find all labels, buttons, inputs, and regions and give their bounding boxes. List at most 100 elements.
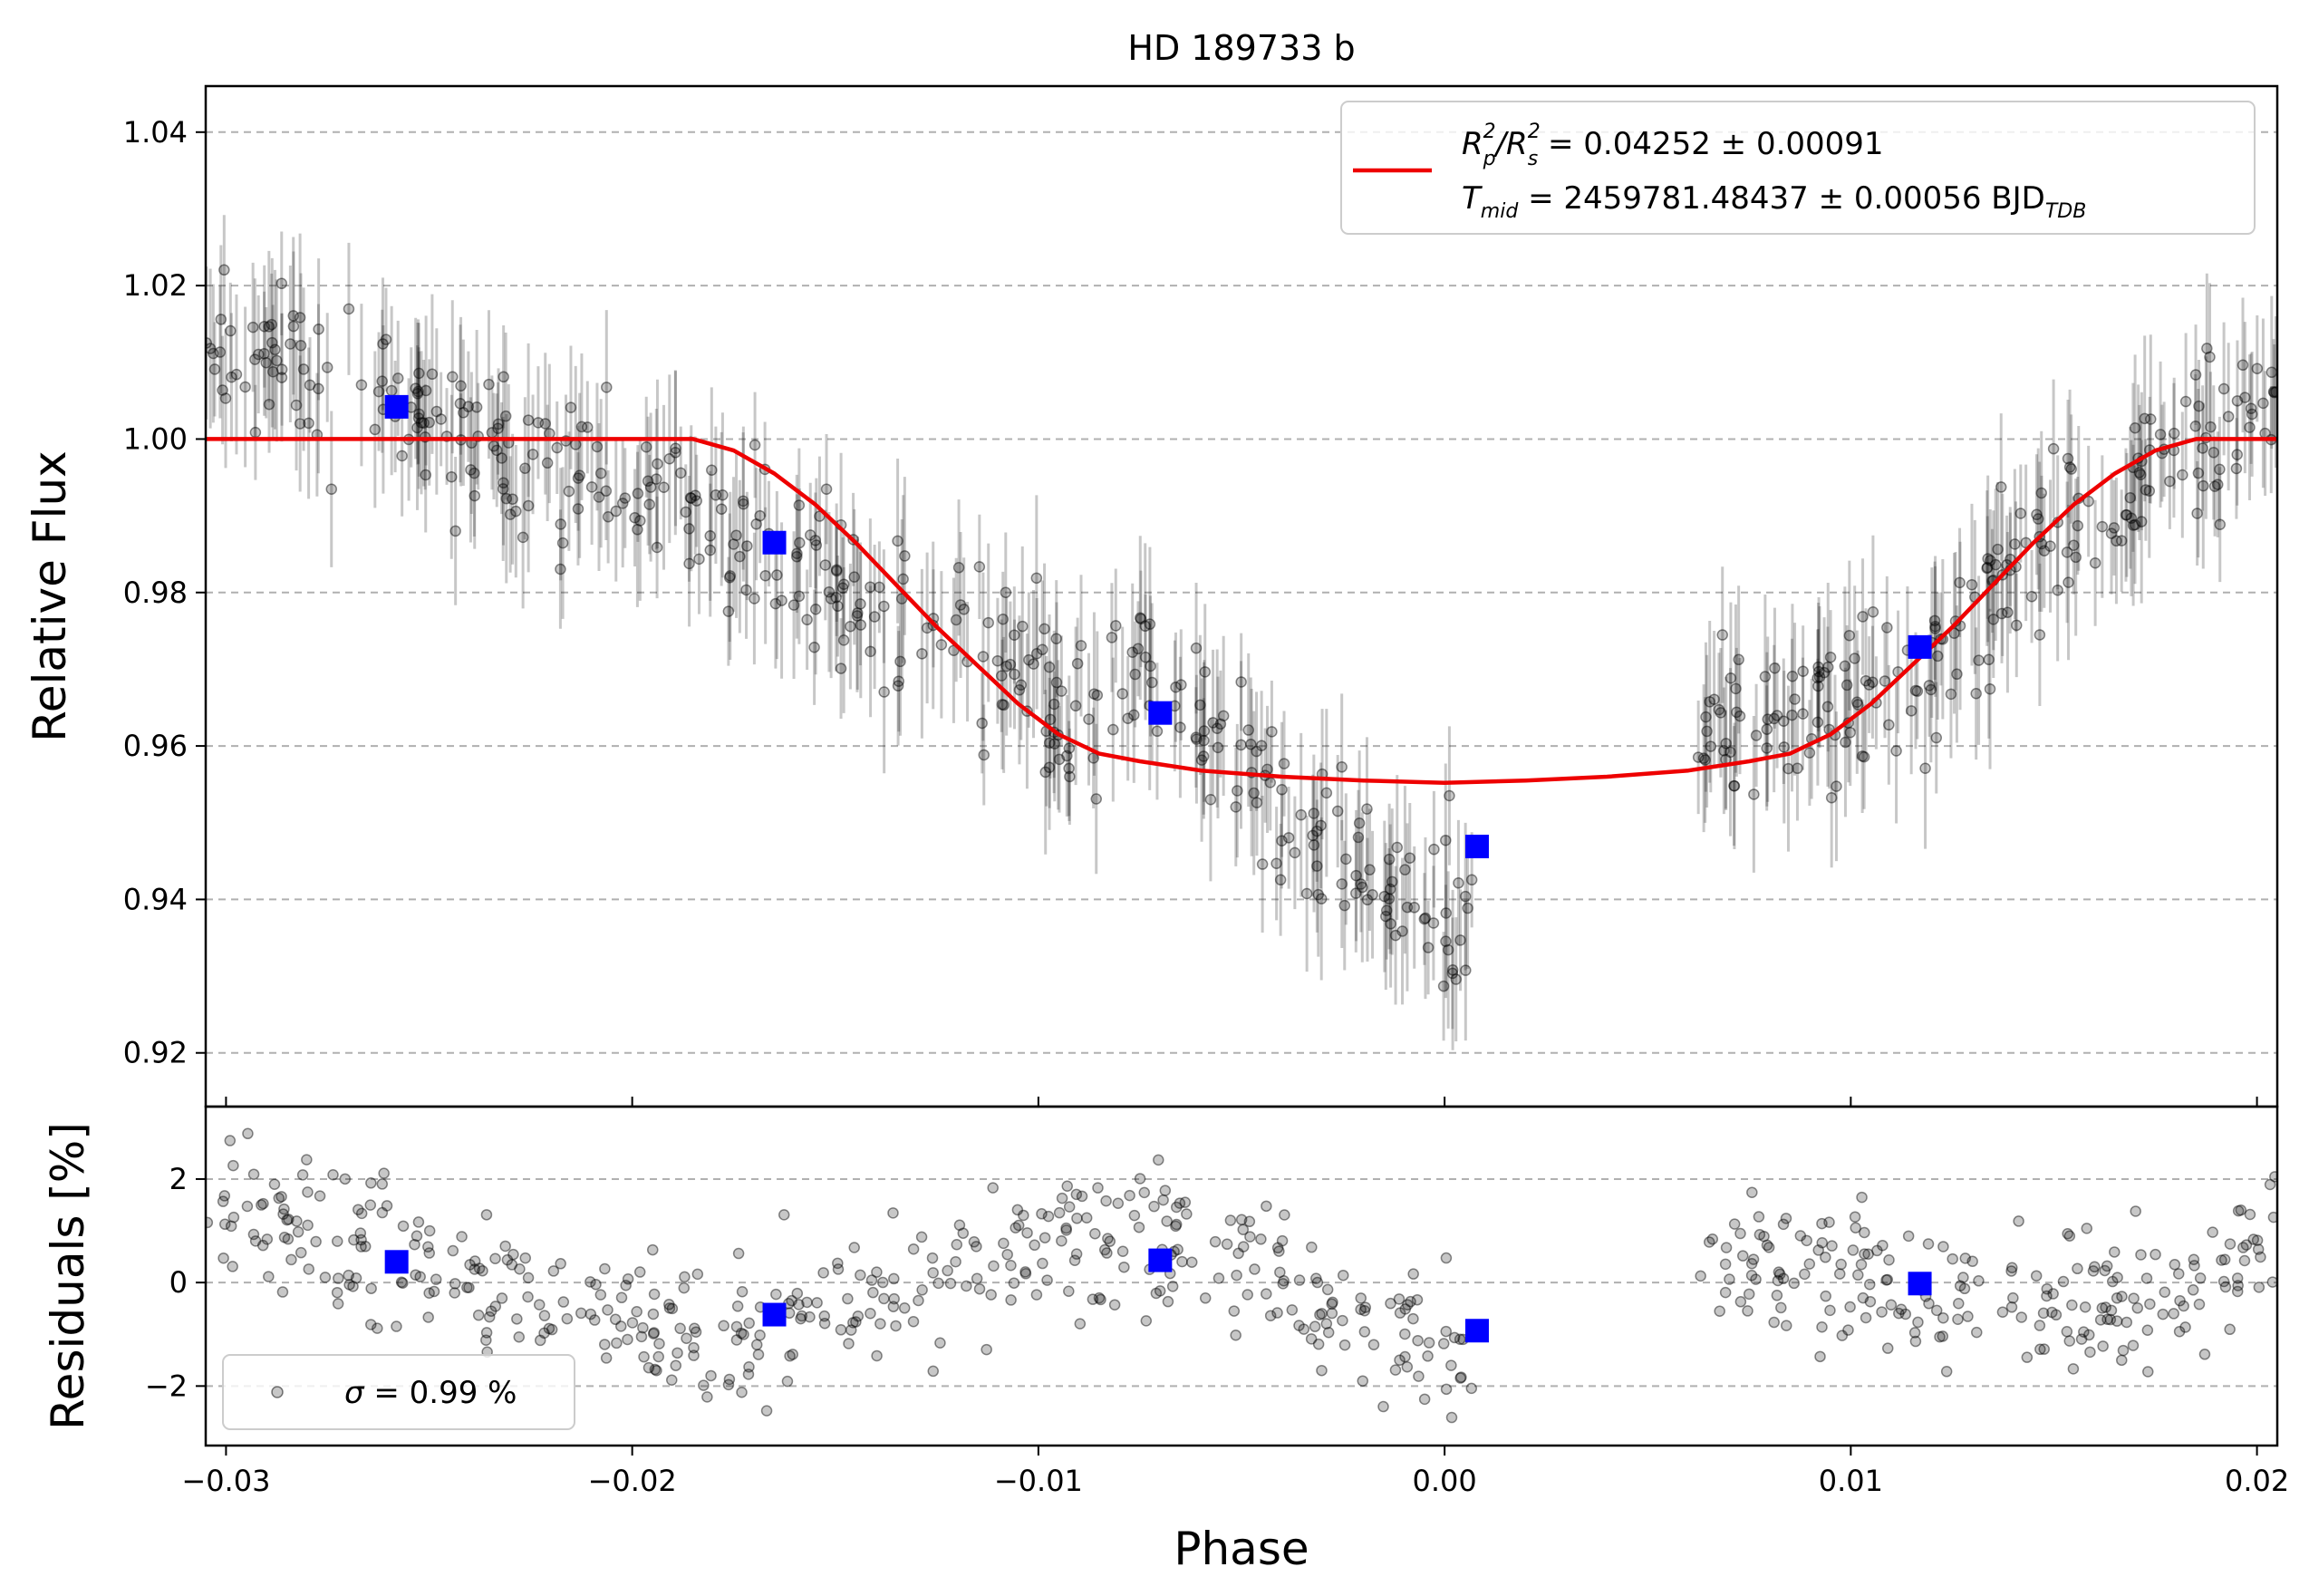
- data-point: [2178, 1300, 2189, 1312]
- data-point: [2208, 480, 2221, 492]
- data-point: [1087, 1293, 1099, 1305]
- data-point: [415, 417, 428, 429]
- data-point: [615, 1320, 627, 1332]
- data-point: [1112, 1197, 1125, 1209]
- data-point: [397, 1220, 410, 1233]
- data-point: [292, 1226, 304, 1238]
- data-point: [1750, 730, 1763, 741]
- data-point: [1151, 725, 1164, 738]
- data-point: [1704, 696, 1715, 708]
- data-point: [2025, 590, 2038, 603]
- binned-point: [384, 1250, 409, 1274]
- data-point: [543, 1322, 556, 1335]
- data-point: [1703, 1236, 1715, 1248]
- data-point: [1422, 942, 1435, 953]
- data-point: [365, 1282, 377, 1294]
- data-point: [1773, 1266, 1785, 1278]
- data-point: [1922, 1238, 1935, 1250]
- data-point: [691, 495, 702, 507]
- data-point: [2068, 539, 2080, 551]
- data-point: [1883, 1254, 1895, 1266]
- data-point: [343, 1269, 354, 1282]
- data-point: [263, 1271, 275, 1282]
- data-point: [743, 1361, 755, 1373]
- data-point: [1737, 1250, 1749, 1262]
- data-point: [294, 418, 306, 430]
- data-point: [1212, 1272, 1225, 1284]
- data-point: [353, 1204, 364, 1215]
- data-point: [1069, 700, 1082, 712]
- data-point: [663, 1302, 676, 1314]
- data-point: [648, 1327, 660, 1339]
- data-point: [1039, 1232, 1051, 1243]
- data-point: [1826, 1240, 1838, 1252]
- data-point: [932, 1277, 944, 1290]
- data-point: [1959, 1253, 1972, 1264]
- data-point: [572, 503, 584, 515]
- data-point: [2217, 382, 2230, 395]
- data-point: [225, 324, 237, 337]
- data-point: [1355, 1303, 1367, 1316]
- data-point: [1833, 1268, 1846, 1280]
- data-point: [271, 354, 283, 367]
- phase-x-label: Phase: [1174, 1523, 1309, 1575]
- data-point: [784, 1349, 796, 1362]
- data-point: [2125, 512, 2138, 524]
- data-point: [771, 569, 783, 581]
- data-point: [1816, 1321, 1828, 1333]
- data-point: [787, 1349, 798, 1360]
- data-point: [461, 1282, 473, 1293]
- data-point: [951, 1238, 963, 1251]
- data-point: [728, 538, 739, 550]
- data-point: [1090, 793, 1102, 805]
- data-point: [2232, 1204, 2245, 1217]
- data-point: [916, 648, 928, 660]
- data-point: [1731, 706, 1743, 719]
- data-point: [1816, 1236, 1828, 1249]
- data-point: [1256, 858, 1269, 870]
- data-point: [426, 368, 439, 381]
- data-point: [359, 1241, 372, 1253]
- data-point: [1075, 640, 1087, 652]
- data-point: [671, 1347, 683, 1359]
- data-point: [1455, 1371, 1467, 1383]
- data-point: [810, 539, 823, 551]
- data-point: [1407, 1268, 1419, 1280]
- legend-depth-value: = 0.04252 ± 0.00091: [1538, 126, 1883, 162]
- data-point: [693, 553, 705, 566]
- data-point: [1728, 779, 1741, 792]
- data-point: [1981, 562, 1993, 575]
- data-point: [2096, 1302, 2109, 1314]
- data-point: [449, 525, 461, 537]
- data-point: [469, 1263, 481, 1275]
- data-point: [1005, 1260, 1017, 1272]
- data-point: [1298, 1323, 1310, 1335]
- data-point: [1714, 1305, 1725, 1317]
- data-point: [1232, 785, 1243, 797]
- data-point: [2251, 363, 2264, 374]
- data-point: [1899, 1308, 1912, 1320]
- data-point: [230, 368, 243, 381]
- data-point: [952, 562, 965, 574]
- data-point: [1327, 1296, 1338, 1309]
- data-point: [1771, 710, 1783, 721]
- data-point: [227, 1159, 239, 1172]
- residuals-legend-box: [222, 1354, 575, 1430]
- data-point: [1104, 1235, 1116, 1247]
- data-point: [1386, 875, 1398, 888]
- data-point: [1314, 1309, 1326, 1320]
- data-point: [206, 343, 217, 354]
- data-point: [1952, 1313, 1964, 1325]
- data-point: [845, 1324, 857, 1336]
- data-point: [449, 1287, 460, 1299]
- data-point: [1355, 1292, 1367, 1304]
- data-point: [256, 1199, 267, 1211]
- data-point: [2057, 1275, 2070, 1288]
- residuals-panel: −2 0 2 Residuals [%] σ = 0.99 %: [42, 1105, 2279, 1447]
- data-point: [413, 367, 425, 380]
- data-point: [2047, 1288, 2059, 1300]
- data-point: [2187, 1284, 2199, 1296]
- data-point: [971, 1272, 983, 1284]
- data-point: [1394, 1307, 1406, 1319]
- data-point: [276, 1286, 289, 1298]
